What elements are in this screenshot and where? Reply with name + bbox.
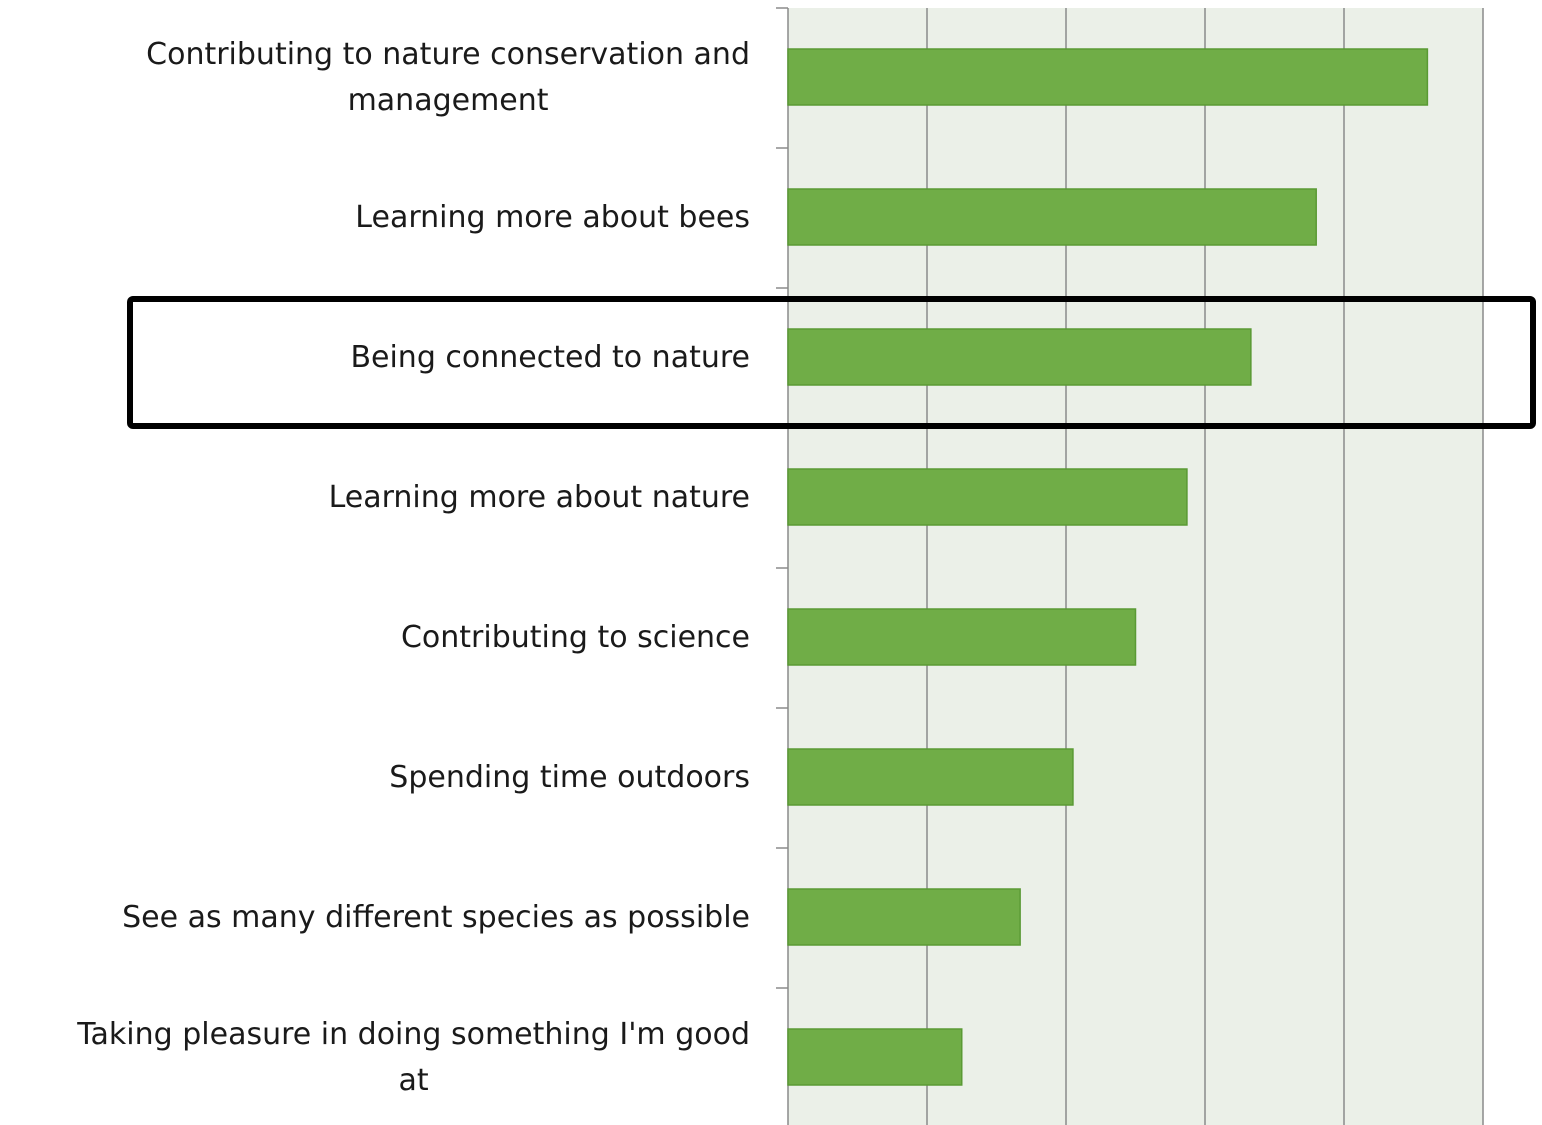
category-label: Taking pleasure in doing something I'm g… — [76, 1017, 750, 1098]
category-ticks — [776, 7, 788, 989]
bar — [787, 748, 1074, 806]
bar — [787, 888, 1021, 946]
category-label: Contributing to nature conservation and m… — [146, 37, 750, 118]
bar — [787, 468, 1188, 526]
category-label: Learning more about bees — [355, 200, 750, 235]
category-label: Spending time outdoors — [389, 760, 750, 795]
bar — [787, 48, 1429, 106]
bar — [787, 188, 1317, 246]
category-label: See as many different species as possibl… — [122, 900, 750, 935]
highlight-box — [127, 296, 1536, 429]
bar — [787, 1028, 963, 1086]
category-labels: Contributing to nature conservation and m… — [76, 37, 750, 1098]
bar — [787, 328, 1252, 386]
category-label: Contributing to science — [401, 620, 750, 655]
bar — [787, 608, 1137, 666]
plot-background — [788, 8, 1483, 1125]
category-label: Being connected to nature — [350, 340, 750, 375]
bars — [787, 48, 1429, 1086]
category-label: Learning more about nature — [329, 480, 750, 515]
